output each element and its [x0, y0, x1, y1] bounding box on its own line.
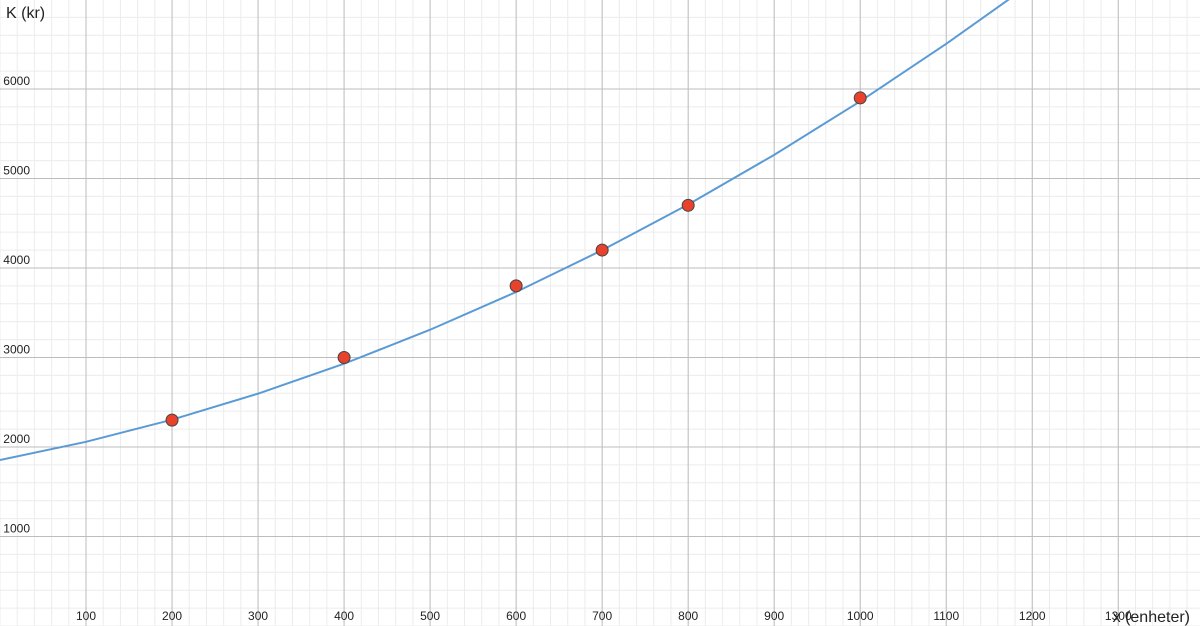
curve [0, 0, 1010, 461]
x-tick-label: 600 [506, 609, 526, 623]
data-point [681, 198, 695, 212]
x-tick-label: 200 [162, 609, 182, 623]
data-point [509, 279, 523, 293]
x-axis-title: x (enheter) [1113, 609, 1190, 626]
data-point [853, 91, 867, 105]
x-tick-label: 900 [764, 609, 784, 623]
data-point [165, 413, 179, 427]
y-tick-label: 3000 [3, 342, 30, 356]
y-tick-label: 1000 [3, 521, 30, 535]
y-tick-label: 5000 [3, 163, 30, 177]
x-tick-label: 700 [592, 609, 612, 623]
plot-area [0, 0, 1010, 461]
x-tick-label: 400 [334, 609, 354, 623]
y-axis-title: K (kr) [6, 5, 45, 22]
data-point [595, 243, 609, 257]
x-tick-label: 1000 [847, 609, 874, 623]
y-tick-label: 4000 [3, 253, 30, 267]
y-tick-label: 6000 [3, 74, 30, 88]
y-tick-label: 2000 [3, 432, 30, 446]
x-tick-label: 100 [76, 609, 96, 623]
x-tick-label: 1300 [1105, 609, 1132, 623]
x-tick-label: 800 [678, 609, 698, 623]
x-tick-label: 300 [248, 609, 268, 623]
x-tick-label: 500 [420, 609, 440, 623]
data-point [337, 350, 351, 364]
x-tick-label: 1200 [1019, 609, 1046, 623]
labels: 100 200 300 400 500 600 700 800 900 1000 1100 1200 1… [3, 74, 1132, 623]
x-tick-label: 1100 [933, 609, 959, 623]
